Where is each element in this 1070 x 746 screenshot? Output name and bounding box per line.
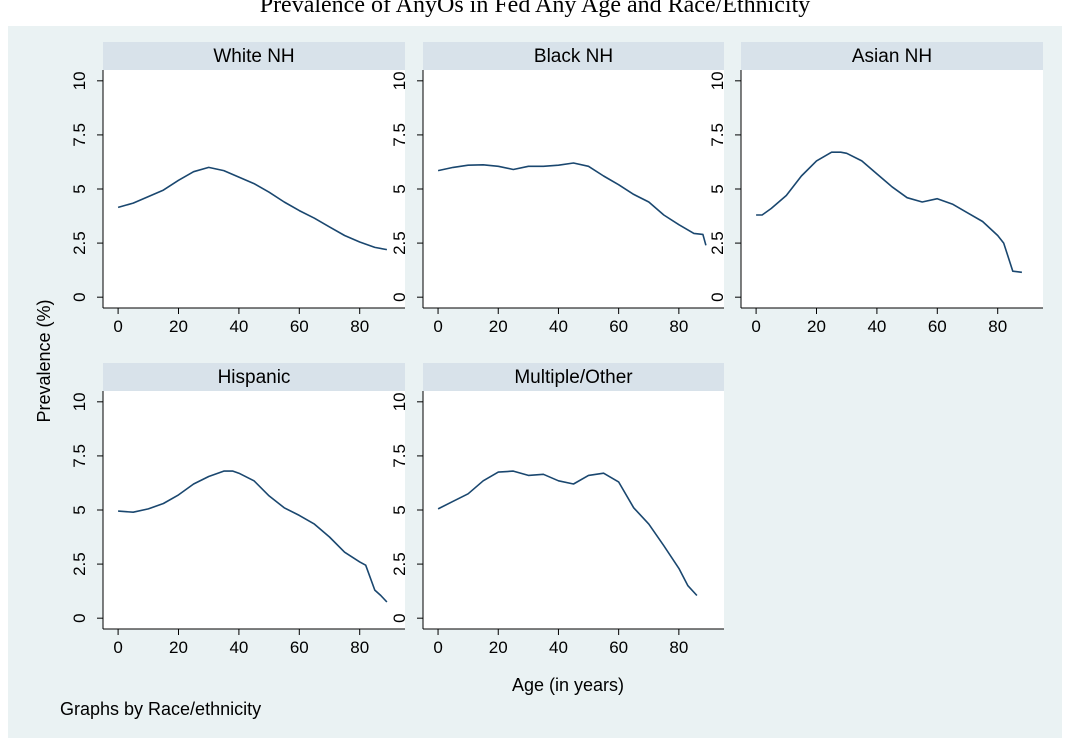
- panel-title: Black NH: [534, 46, 613, 67]
- y-tick-label: 5: [70, 505, 89, 514]
- graphs-by-note: Graphs by Race/ethnicity: [60, 699, 261, 719]
- x-tick-label: 40: [867, 317, 886, 336]
- chart-title: Prevalence of AnyOs in Fed Any Age and R…: [260, 0, 811, 18]
- y-tick-label: 2.5: [70, 552, 89, 576]
- y-tick-label: 0: [390, 613, 409, 622]
- y-tick-label: 7.5: [70, 123, 89, 147]
- x-tick-label: 40: [549, 317, 568, 336]
- series-line: [437, 162, 707, 246]
- x-tick-label: 0: [113, 317, 122, 336]
- series-line: [437, 470, 698, 597]
- x-tick-label: 40: [549, 638, 568, 657]
- x-tick-label: 60: [609, 638, 628, 657]
- y-tick-label: 7.5: [708, 123, 727, 147]
- y-tick-label: 2.5: [708, 231, 727, 255]
- x-tick-label: 60: [928, 317, 947, 336]
- y-tick-label: 2.5: [390, 552, 409, 576]
- y-tick-label: 0: [70, 292, 89, 301]
- y-tick-label: 2.5: [70, 231, 89, 255]
- panel-header: [741, 42, 1043, 70]
- y-tick-label: 10: [70, 392, 89, 411]
- y-tick-label: 2.5: [390, 231, 409, 255]
- y-tick-label: 7.5: [390, 123, 409, 147]
- x-tick-label: 20: [489, 638, 508, 657]
- x-tick-label: 60: [609, 317, 628, 336]
- x-tick-label: 80: [350, 638, 369, 657]
- plot-area: [423, 70, 724, 308]
- panel-grid: White NH 0 2.5 5 7.5 10 0 20 40 60 80 Black NH 0 2.5 5…: [70, 42, 1043, 657]
- panel: Hispanic 0 2.5 5 7.5 10 0 20 40 60 80: [70, 363, 405, 657]
- x-tick-label: 60: [290, 638, 309, 657]
- panel: Black NH 0 2.5 5 7.5 10 0 20 40 60 80: [390, 42, 724, 336]
- y-tick-label: 10: [70, 71, 89, 90]
- series-line: [117, 166, 388, 251]
- y-tick-label: 5: [390, 505, 409, 514]
- y-tick-label: 5: [70, 184, 89, 193]
- x-axis-label: Age (in years): [512, 675, 624, 695]
- panel-header: [423, 42, 724, 70]
- y-tick-label: 7.5: [390, 444, 409, 468]
- x-tick-label: 20: [807, 317, 826, 336]
- x-tick-label: 20: [169, 638, 188, 657]
- y-tick-label: 0: [70, 613, 89, 622]
- y-axis-label: Prevalence (%): [34, 299, 54, 422]
- x-tick-label: 0: [751, 317, 760, 336]
- y-tick-label: 5: [708, 184, 727, 193]
- panel-title: Multiple/Other: [514, 367, 633, 388]
- x-tick-label: 80: [669, 317, 688, 336]
- plot-area: [741, 70, 1043, 308]
- panel: Multiple/Other 0 2.5 5 7.5 10 0 20 40 60 80: [390, 363, 724, 657]
- x-tick-label: 40: [229, 638, 248, 657]
- series-line: [756, 151, 1022, 274]
- x-tick-label: 0: [113, 638, 122, 657]
- y-tick-label: 0: [708, 292, 727, 301]
- panel: Asian NH 0 2.5 5 7.5 10 0 20 40 60 80: [708, 42, 1043, 336]
- panel-title: Hispanic: [218, 367, 291, 388]
- y-tick-label: 5: [390, 184, 409, 193]
- x-tick-label: 60: [290, 317, 309, 336]
- y-tick-label: 10: [708, 71, 727, 90]
- x-tick-label: 40: [229, 317, 248, 336]
- panel-title: White NH: [213, 46, 294, 67]
- x-tick-label: 0: [433, 638, 442, 657]
- y-tick-label: 7.5: [70, 444, 89, 468]
- panel-header: [103, 363, 405, 391]
- plot-area: [103, 70, 405, 308]
- plot-area: [103, 391, 405, 629]
- panel-header: [423, 363, 724, 391]
- x-tick-label: 80: [350, 317, 369, 336]
- series-line: [118, 470, 388, 603]
- x-tick-label: 20: [489, 317, 508, 336]
- x-tick-label: 20: [169, 317, 188, 336]
- x-tick-label: 80: [669, 638, 688, 657]
- x-tick-label: 80: [988, 317, 1007, 336]
- y-tick-label: 0: [390, 292, 409, 301]
- panel-title: Asian NH: [852, 46, 932, 67]
- x-tick-label: 0: [433, 317, 442, 336]
- panel: White NH 0 2.5 5 7.5 10 0 20 40 60 80: [70, 42, 405, 336]
- plot-area: [423, 391, 724, 629]
- y-tick-label: 10: [390, 392, 409, 411]
- panel-header: [103, 42, 405, 70]
- y-tick-label: 10: [390, 71, 409, 90]
